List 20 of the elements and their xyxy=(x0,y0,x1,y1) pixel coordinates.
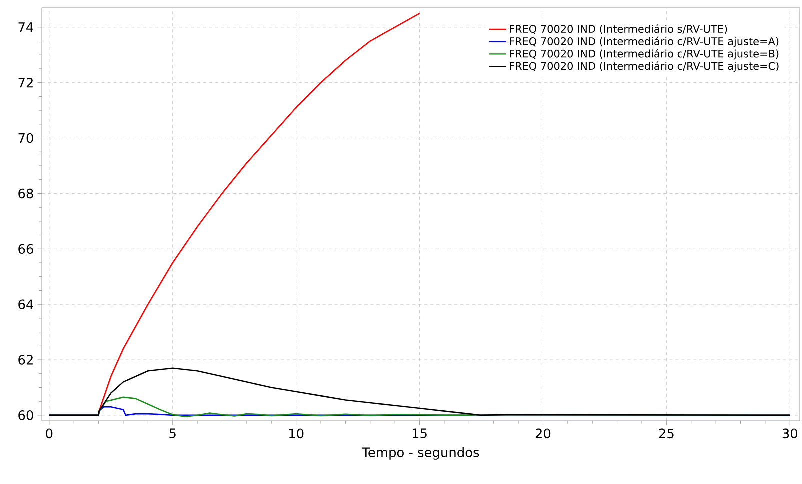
y-tick-label: 74 xyxy=(18,22,34,32)
legend-label: FREQ 70020 IND (Intermediário c/RV-UTE ajuste=A) xyxy=(510,36,779,48)
y-tick-label: 68 xyxy=(18,188,34,199)
x-tick-label: 10 xyxy=(290,428,304,439)
legend-label: FREQ 70020 IND (Intermediário s/RV-UTE) xyxy=(510,24,728,34)
legend-label: FREQ 70020 IND (Intermediário c/RV-UTE ajuste=C) xyxy=(510,62,779,72)
x-tick-label: 5 xyxy=(170,428,176,438)
x-tick-label: 15 xyxy=(412,428,427,438)
x-tick-label: 0 xyxy=(46,428,53,439)
y-tick-label: 70 xyxy=(18,133,34,144)
x-tick-label: 25 xyxy=(659,428,674,439)
legend-label: FREQ 70020 IND (Intermediário c/RV-UTE ajuste=B) xyxy=(510,49,779,60)
y-tick-label: 64 xyxy=(18,300,34,310)
y-tick-label: 66 xyxy=(18,244,34,254)
x-axis-title: Tempo - segundos xyxy=(362,447,480,460)
y-tick-label: 60 xyxy=(18,410,34,420)
y-tick-label: 62 xyxy=(18,355,33,365)
x-tick-label: 30 xyxy=(782,428,798,439)
x-tick-label: 20 xyxy=(536,428,551,439)
y-tick-label: 72 xyxy=(18,78,33,88)
